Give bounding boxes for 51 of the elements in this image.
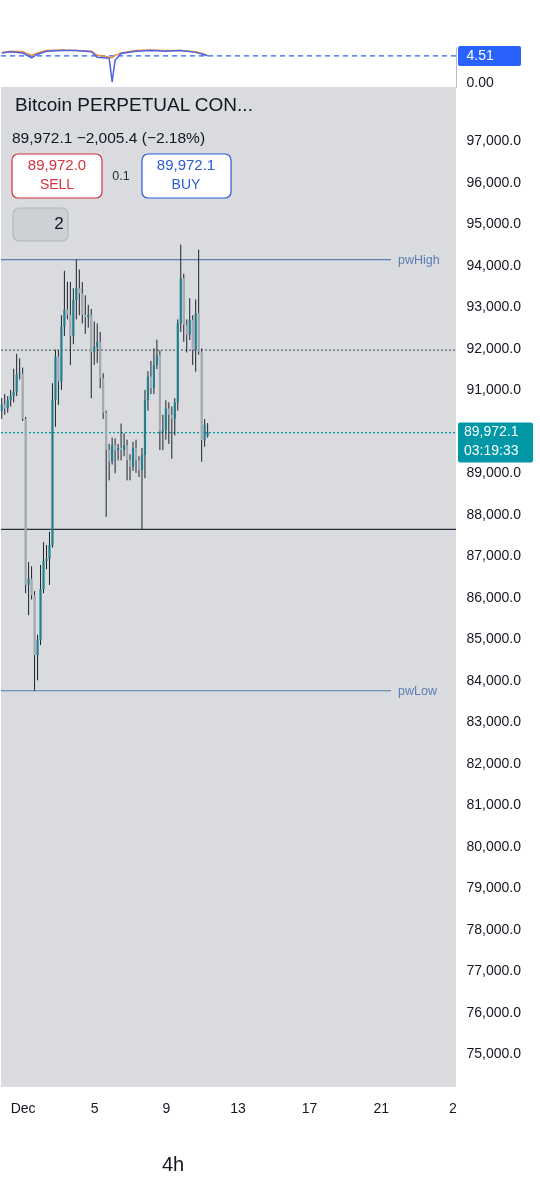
y-tick-label: 81,000.0 <box>466 796 522 813</box>
annotation: SELL <box>39 176 75 192</box>
x-tick-label: 21 <box>373 1099 390 1116</box>
candlestick <box>188 297 191 341</box>
text: 4h <box>161 1153 185 1175</box>
y-tick-label: 82,000.0 <box>466 754 522 771</box>
y-tick-label: 95,000.0 <box>466 215 522 232</box>
y-tick-label: 80,000.0 <box>466 837 522 854</box>
ref-line-label: pwHigh <box>398 252 440 267</box>
annotation: BUY <box>171 176 202 192</box>
annotation: 2 <box>54 214 64 233</box>
y-tick-label: 0.00 <box>466 74 494 91</box>
y-tick-label: 86,000.0 <box>466 588 522 605</box>
candlestick <box>78 269 81 316</box>
y-tick-label: 94,000.0 <box>466 256 522 273</box>
y-tick-label: 83,000.0 <box>466 713 522 730</box>
y-tick-label: 88,000.0 <box>466 505 522 522</box>
x-tick-label: 5 <box>90 1099 99 1116</box>
annotation: 0.1 <box>112 169 130 183</box>
y-tick-label: 77,000.0 <box>466 962 522 979</box>
y-tick-label: 91,000.0 <box>466 381 522 398</box>
ref-line-label: 89,972.1 03:19:33 <box>464 422 519 458</box>
y-tick-label: 85,000.0 <box>466 630 522 647</box>
y-tick-label: 87,000.0 <box>466 547 522 564</box>
x-tick-label: 2 <box>448 1099 457 1116</box>
candlestick <box>3 393 6 416</box>
text: 89,972.1 −2,005.4 (−2.18%) <box>12 129 206 146</box>
ref-line-label: pwLow <box>398 683 438 698</box>
x-tick-label: 9 <box>162 1099 171 1116</box>
candlestick <box>114 437 117 474</box>
y-tick-label: 4.51 <box>466 47 494 64</box>
y-tick-label: 76,000.0 <box>466 1003 522 1020</box>
candlestick <box>0 397 3 420</box>
y-tick-label: 93,000.0 <box>466 298 522 315</box>
y-tick-label: 79,000.0 <box>466 879 522 896</box>
candlestick <box>93 320 96 366</box>
x-tick-label: 13 <box>230 1099 246 1116</box>
y-tick-label: 97,000.0 <box>466 132 522 149</box>
y-tick-label: 78,000.0 <box>466 920 522 937</box>
candlestick <box>27 561 30 616</box>
chart-title: Bitcoin PERPETUAL CON... <box>15 94 253 115</box>
candlestick <box>96 323 99 364</box>
annotation: 89,972.0 <box>27 156 87 173</box>
y-tick-label: 89,000.0 <box>466 464 522 481</box>
annotation: 89,972.1 <box>156 156 216 173</box>
y-tick-label: 84,000.0 <box>466 671 522 688</box>
y-tick-label: 96,000.0 <box>466 173 522 190</box>
x-tick-label: Dec <box>10 1099 36 1116</box>
y-tick-label: 92,000.0 <box>466 339 522 356</box>
y-tick-label: 75,000.0 <box>466 1045 522 1062</box>
x-tick-label: 17 <box>301 1099 318 1116</box>
